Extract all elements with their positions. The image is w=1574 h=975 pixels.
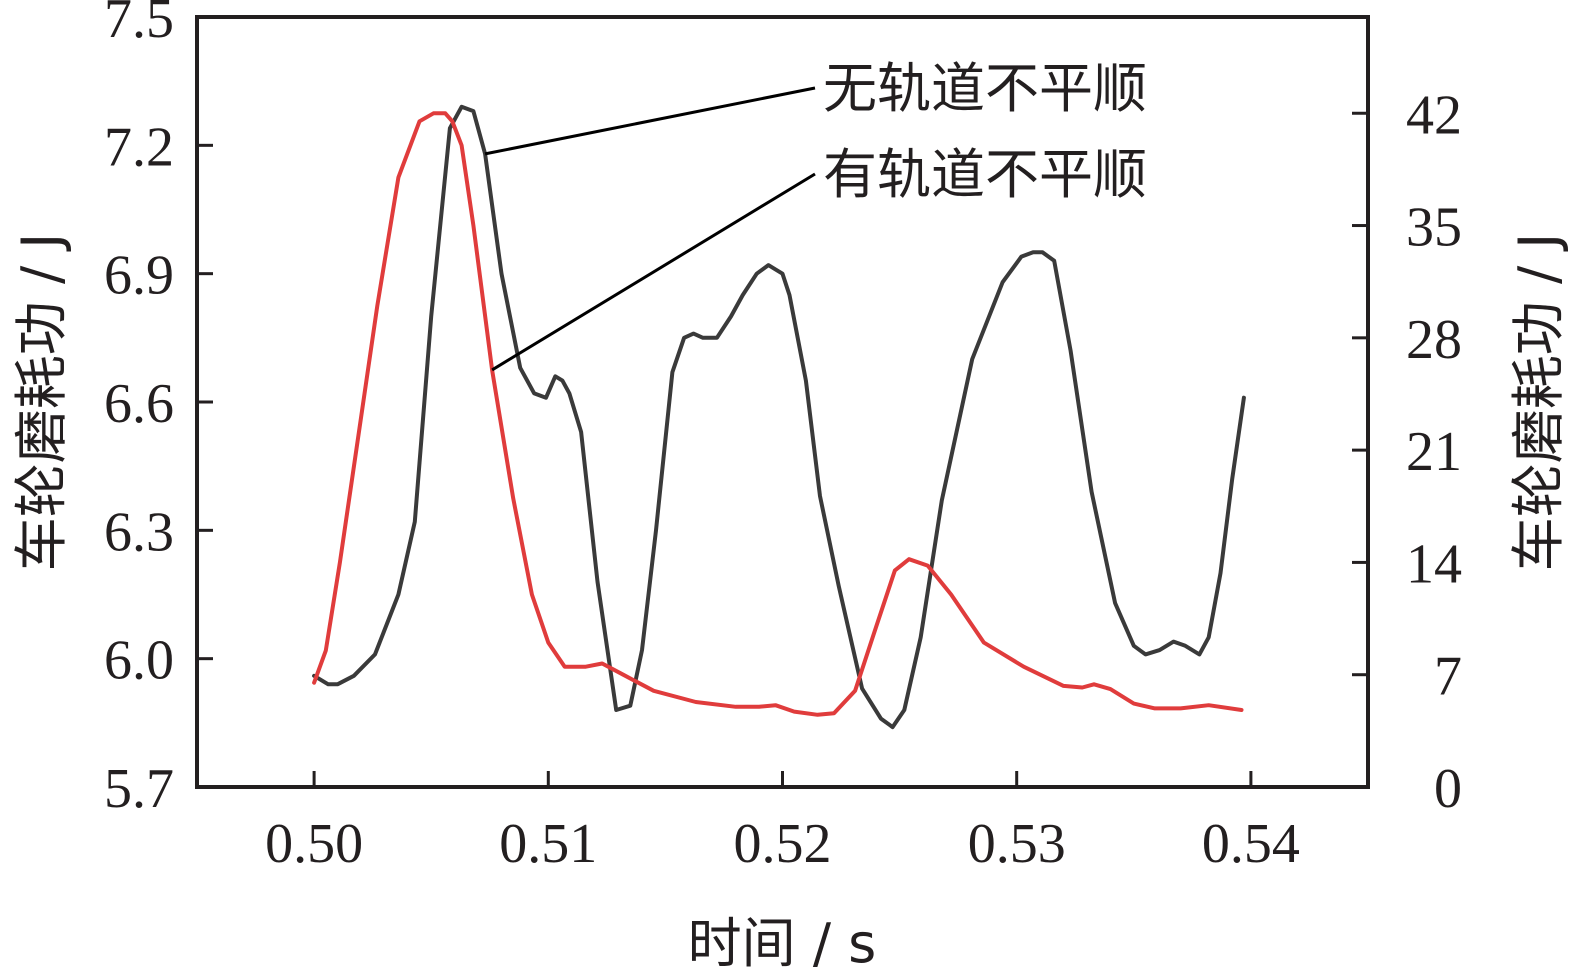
annotation-leader-line xyxy=(491,172,816,372)
right-y-tick-label: 28 xyxy=(1406,309,1462,371)
right-y-tick-label: 42 xyxy=(1406,84,1462,146)
left-y-tick-label: 6.6 xyxy=(104,373,174,435)
left-y-tick-label: 6.3 xyxy=(104,501,174,563)
annotation-label: 有轨道不平顺 xyxy=(823,143,1147,206)
annotation-leader-line xyxy=(484,86,816,156)
x-tick-label: 0.54 xyxy=(1202,813,1300,875)
right-y-axis-ticks: 0 7 14 21 28 35 42 xyxy=(1352,84,1462,820)
left-y-tick-label: 7.5 xyxy=(104,0,174,50)
x-tick-label: 0.52 xyxy=(734,813,832,875)
x-tick-label: 0.53 xyxy=(968,813,1066,875)
right-y-axis-title: 车轮磨耗功 / J xyxy=(1507,233,1570,571)
plot-frame xyxy=(195,15,1370,789)
x-tick-label: 0.51 xyxy=(499,813,597,875)
annotation-label: 无轨道不平顺 xyxy=(823,57,1147,120)
right-y-tick-label: 21 xyxy=(1406,421,1462,483)
left-y-tick-label: 7.2 xyxy=(104,116,174,178)
left-y-axis-ticks: 5.7 6.0 6.3 6.6 6.9 7.2 7.5 xyxy=(104,0,213,820)
series-layer xyxy=(312,104,1246,730)
right-y-tick-label: 0 xyxy=(1434,758,1462,820)
right-y-tick-label: 14 xyxy=(1406,533,1462,595)
left-y-axis-title: 车轮磨耗功 / J xyxy=(10,233,73,571)
left-y-tick-label: 6.9 xyxy=(104,245,174,307)
right-y-tick-label: 7 xyxy=(1434,646,1462,708)
x-tick-label: 0.50 xyxy=(265,813,363,875)
left-y-tick-label: 5.7 xyxy=(104,758,174,820)
series-line-2 xyxy=(312,111,1244,717)
x-axis-title: 时间 / s xyxy=(688,912,877,975)
series-line-1 xyxy=(312,104,1246,730)
right-y-tick-label: 35 xyxy=(1406,197,1462,259)
left-y-tick-label: 6.0 xyxy=(104,630,174,692)
x-axis-ticks: 0.50 0.51 0.52 0.53 0.54 xyxy=(265,771,1300,875)
